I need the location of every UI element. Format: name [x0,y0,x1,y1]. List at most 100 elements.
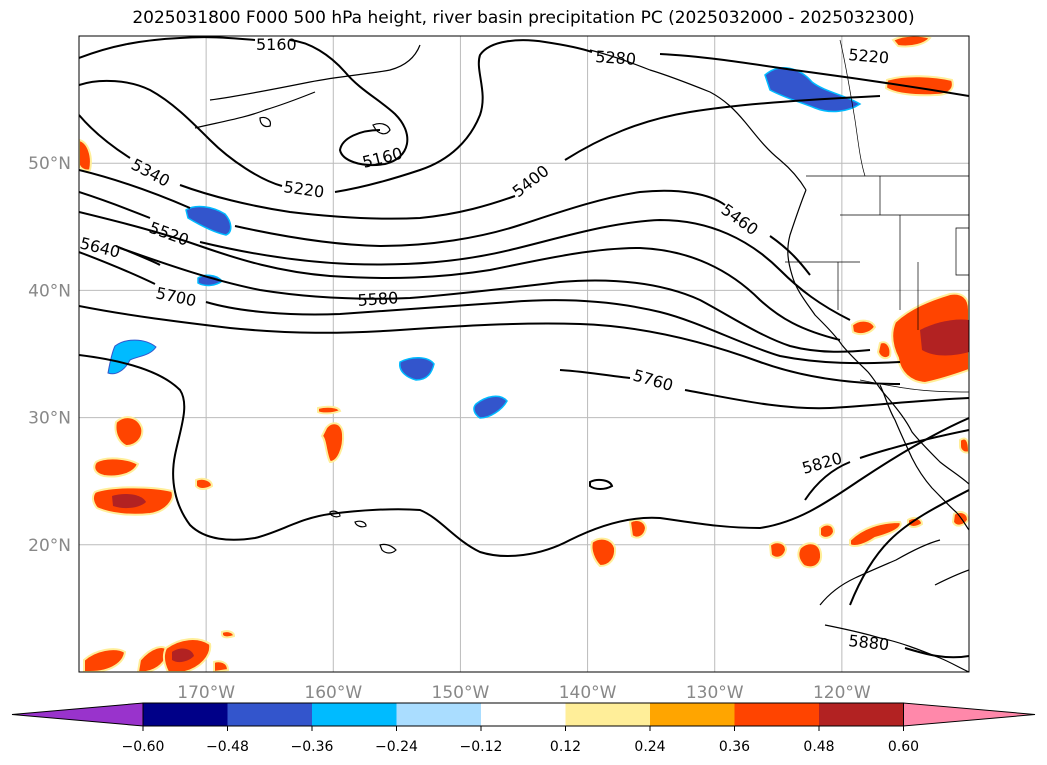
precip-blob [797,542,823,569]
contour-line [79,211,841,341]
precip-blob [114,416,144,448]
contour-line [904,647,969,659]
colorbar-segment [143,703,228,726]
lon-label: 120°W [813,683,871,703]
contour-line [804,461,851,501]
precip-blob [959,437,969,454]
colorbar-tick-label: −0.36 [291,739,334,755]
colorbar-tick-label: −0.24 [375,739,418,755]
precip-blob [213,660,230,672]
contour-line [684,389,969,410]
contour-label: 5220 [848,45,890,67]
colorbar-tick-label: −0.12 [460,739,503,755]
colorbar-segment [565,703,650,726]
precip-blob [768,541,788,559]
latitude-labels: 50°N 40°N 30°N 20°N [28,154,71,556]
precip-blob [907,516,924,528]
precip-blob [79,138,92,172]
colorbar-segment [650,703,735,726]
contour-line [589,478,614,490]
colorbar-tick-label: 0.60 [888,739,919,755]
contour-line [769,235,811,276]
contour-line [289,39,409,166]
colorbar-tick-label: −0.60 [122,739,165,755]
colorbar-segment [734,703,819,726]
precip-blob [93,457,140,478]
colorbar-tick-label: 0.24 [634,739,665,755]
contour-line [179,184,516,220]
lon-label: 150°W [432,683,490,703]
precip-blob [819,523,836,539]
colorbar-tick-label: −0.48 [206,739,249,755]
colorbar-tick-label: 0.36 [719,739,750,755]
precip-blob [920,319,969,356]
precip-blob [951,511,969,527]
colorbar-segment [819,703,904,726]
colorbar-tick-label: 0.12 [550,739,581,755]
colorbar-tick-label: 0.48 [803,739,834,755]
lat-label: 30°N [28,409,71,429]
longitude-labels: 170°W 160°W 150°W 140°W 130°W 120°W [177,683,871,703]
precip-blob [172,648,194,663]
colorbar-segment [396,703,481,726]
contour-line [79,36,256,59]
contour-label: 5580 [357,288,399,310]
precip-positive-areas [79,36,969,672]
gridlines [79,36,969,672]
contour-line [79,191,151,219]
contour-line [115,245,161,266]
lat-label: 50°N [28,154,71,174]
precip-blob [590,537,617,568]
contour-line [334,39,593,193]
coastlines [194,44,969,672]
precip-blob [399,357,435,381]
contour-line [199,218,851,321]
map-background [79,36,969,672]
contour-line [659,53,969,97]
map-frame [78,35,970,673]
precip-blob [107,339,157,375]
colorbar-segment [312,703,397,726]
contour-line [849,489,969,606]
colorbar: −0.60 −0.48 −0.36 −0.24 −0.12 0.12 0.24 0.36 0.4… [11,702,1036,755]
lon-label: 170°W [177,683,235,703]
lon-label: 140°W [559,683,617,703]
precip-blob [628,519,648,539]
contour-line [79,169,191,209]
lon-label: 160°W [304,683,362,703]
lat-label: 40°N [28,281,71,301]
colorbar-extend-high [903,702,1036,727]
height-contours [79,36,969,659]
precip-blob [112,494,146,509]
contour-line [205,299,901,365]
colorbar-segment [481,703,566,726]
contour-line [859,429,969,459]
precip-blob [876,341,892,360]
contour-line [234,189,726,248]
contour-label: 5280 [595,47,637,69]
precip-blob [473,395,508,419]
map-title: 2025031800 F000 500 hPa height, river ba… [132,8,915,28]
contour-line [79,354,969,557]
colorbar-segment [227,703,312,726]
contour-line [119,247,871,353]
colorbar-extend-low [11,702,144,727]
precip-blob [195,477,214,490]
lat-label: 20°N [28,536,71,556]
precip-blob [221,630,236,639]
precip-blob [849,520,902,548]
contour-line [79,251,156,285]
contour-line [564,95,881,161]
contour-line [79,114,131,159]
colorbar-frame [142,702,904,727]
lon-label: 130°W [686,683,744,703]
precip-blob [317,405,342,415]
contour-label: 5160 [256,35,297,54]
contour-label: 5880 [848,631,890,654]
contour-line [79,79,283,187]
precip-blob [850,319,877,336]
borders [785,39,969,393]
contour-line [559,369,631,379]
precip-blob [185,205,232,236]
